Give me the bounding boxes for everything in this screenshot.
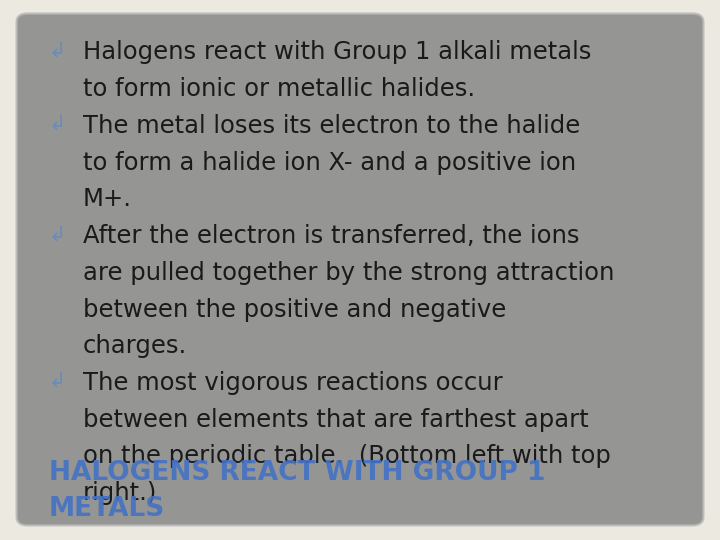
Text: ↲: ↲: [49, 224, 66, 244]
Text: The metal loses its electron to the halide: The metal loses its electron to the hali…: [83, 114, 580, 138]
Text: The most vigorous reactions occur: The most vigorous reactions occur: [83, 371, 503, 395]
Text: on the periodic table.  (Bottom left with top: on the periodic table. (Bottom left with…: [83, 444, 611, 468]
Text: are pulled together by the strong attraction: are pulled together by the strong attrac…: [83, 261, 614, 285]
Text: charges.: charges.: [83, 334, 187, 358]
Text: M+.: M+.: [83, 187, 132, 211]
Text: ↲: ↲: [49, 371, 66, 391]
Text: to form a halide ion X- and a positive ion: to form a halide ion X- and a positive i…: [83, 151, 576, 174]
Text: HALOGENS REACT WITH GROUP 1: HALOGENS REACT WITH GROUP 1: [49, 460, 546, 486]
Text: ↲: ↲: [49, 114, 66, 134]
Text: between elements that are farthest apart: between elements that are farthest apart: [83, 408, 588, 431]
Text: Halogens react with Group 1 alkali metals: Halogens react with Group 1 alkali metal…: [83, 40, 591, 64]
Text: to form ionic or metallic halides.: to form ionic or metallic halides.: [83, 77, 475, 101]
Text: After the electron is transferred, the ions: After the electron is transferred, the i…: [83, 224, 580, 248]
FancyBboxPatch shape: [17, 14, 703, 525]
Text: right.): right.): [83, 481, 157, 505]
Text: between the positive and negative: between the positive and negative: [83, 298, 506, 321]
Text: METALS: METALS: [49, 496, 165, 522]
Text: ↲: ↲: [49, 40, 66, 60]
